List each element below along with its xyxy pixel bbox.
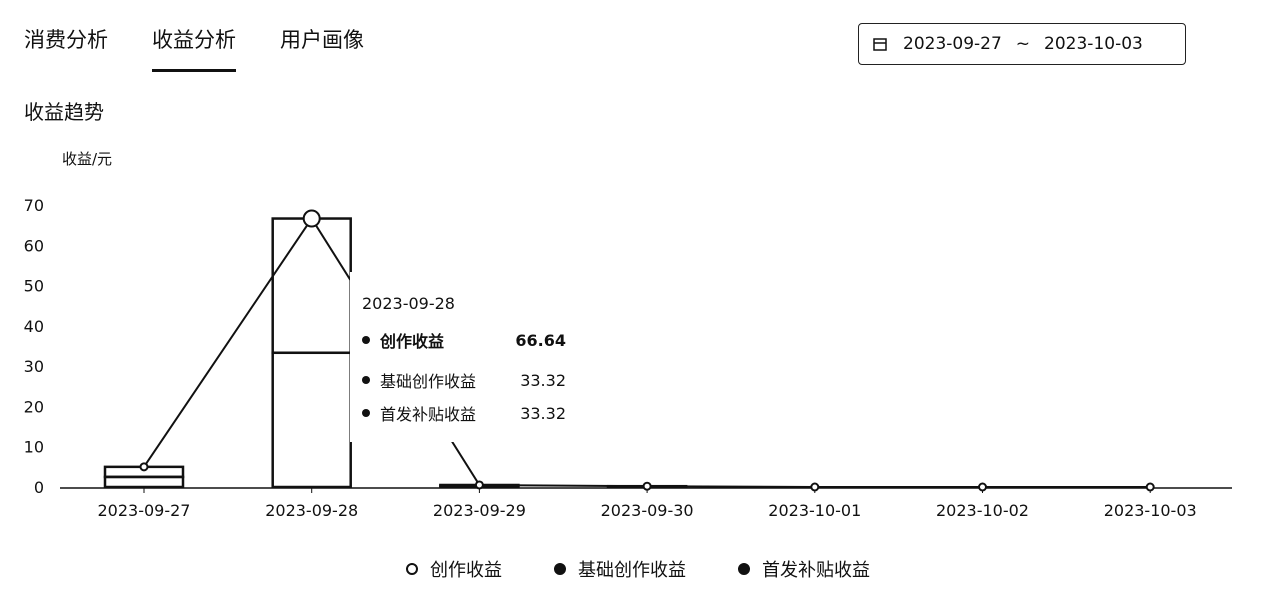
date-range-picker[interactable]: 2023-09-27 ~ 2023-10-03 [858,23,1186,65]
y-tick-label: 40 [24,317,44,336]
tab-bar: 消费分析 收益分析 用户画像 [24,24,364,72]
point-creation-revenue [1145,482,1155,492]
x-tick-label: 2023-10-02 [936,501,1029,520]
point-creation-revenue [302,209,321,228]
y-tick-label: 0 [34,478,44,497]
date-end[interactable]: 2023-10-03 [1044,34,1143,54]
tab-consumption-analysis[interactable]: 消费分析 [24,28,108,52]
legend-label: 首发补贴收益 [762,560,870,581]
y-axis-label: 收益/元 [62,150,113,168]
legend-marker-icon [738,563,750,575]
legend-item-base-revenue[interactable]: 基础创作收益 [554,556,686,582]
x-tick-label: 2023-09-29 [433,501,526,520]
x-tick-label: 2023-10-01 [768,501,861,520]
legend-label: 创作收益 [430,560,502,581]
x-tick-label: 2023-09-28 [265,501,358,520]
bar-base-revenue [103,475,185,489]
y-tick-label: 10 [24,438,44,457]
y-tick-label: 60 [24,236,44,255]
point-creation-revenue [810,482,820,492]
section-title: 收益趋势 [24,100,104,124]
x-tick-label: 2023-09-30 [601,501,694,520]
calendar-icon [871,35,889,53]
tab-revenue-analysis[interactable]: 收益分析 [152,24,236,72]
date-start[interactable]: 2023-09-27 [903,34,1002,54]
date-separator: ~ [1015,34,1031,54]
x-tick-label: 2023-10-03 [1104,501,1197,520]
legend-label: 基础创作收益 [578,560,686,581]
legend-marker-icon [554,563,566,575]
point-creation-revenue [642,481,652,491]
tab-user-profile[interactable]: 用户画像 [280,28,364,52]
y-tick-label: 20 [24,397,44,416]
y-tick-label: 30 [24,357,44,376]
legend-marker-icon [406,563,418,575]
point-creation-revenue [139,462,149,472]
point-creation-revenue [474,480,484,490]
y-tick-label: 70 [24,196,44,215]
legend-item-first-publish-subsidy[interactable]: 首发补贴收益 [738,556,870,582]
point-creation-revenue [978,482,987,492]
bar-first-publish-subsidy [271,217,352,355]
bar-base-revenue [271,351,352,489]
chart-legend: 创作收益 基础创作收益 首发补贴收益 [0,556,1276,582]
legend-item-creation-revenue[interactable]: 创作收益 [406,556,502,582]
y-tick-label: 50 [24,277,44,296]
x-tick-label: 2023-09-27 [98,501,191,520]
